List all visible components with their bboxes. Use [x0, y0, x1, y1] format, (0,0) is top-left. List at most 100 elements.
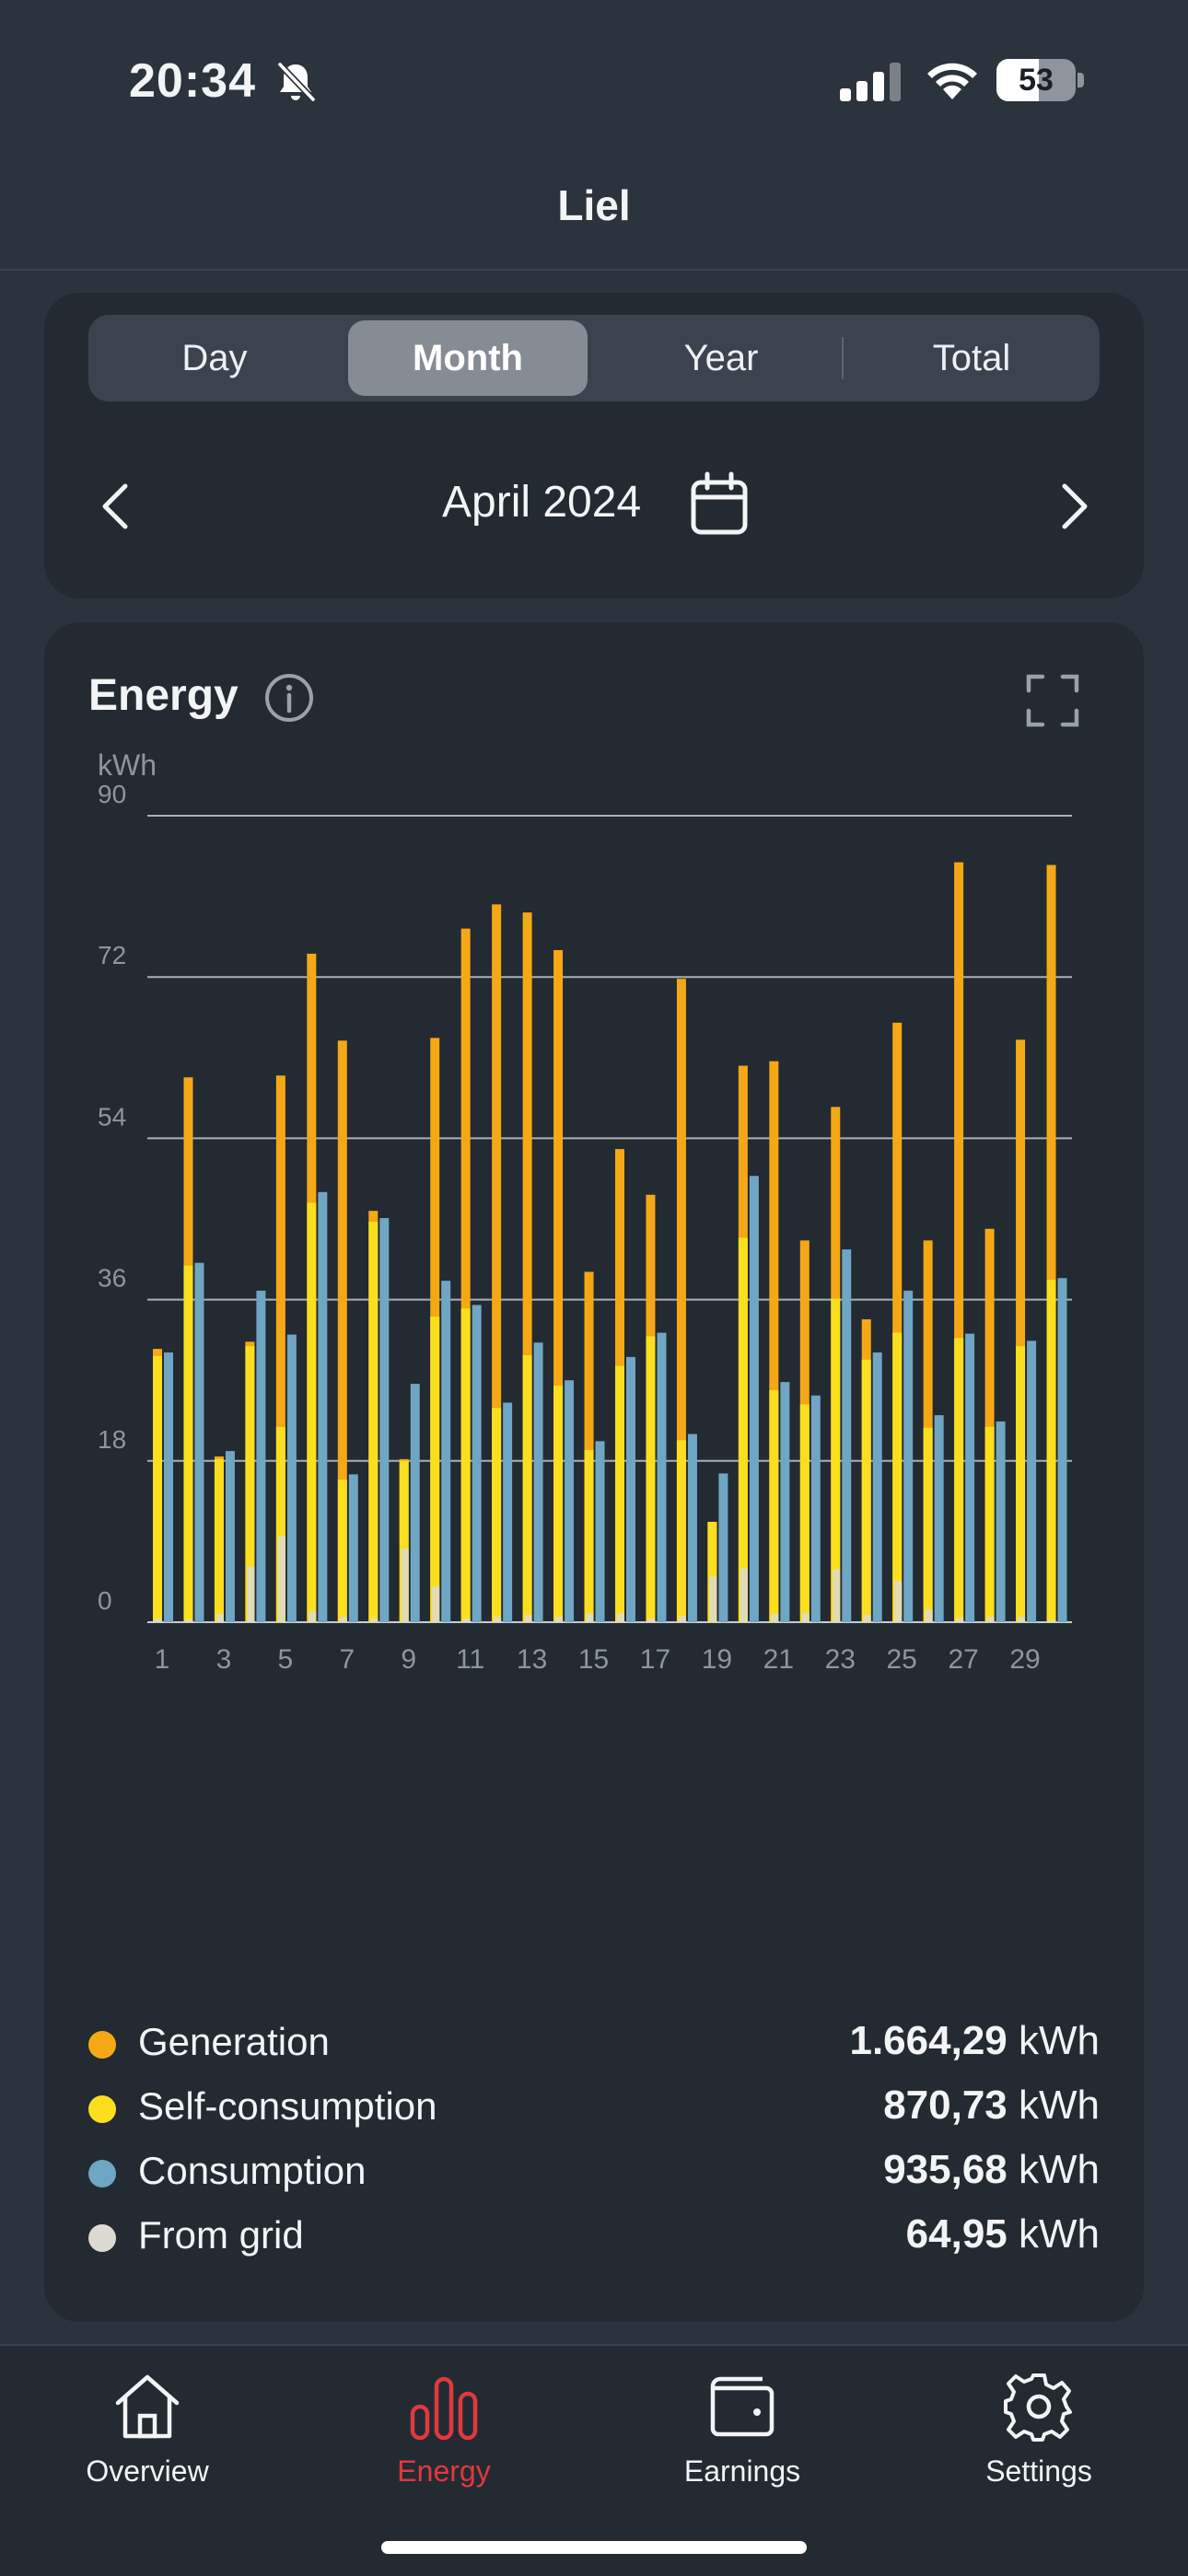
tab-year[interactable]: Year: [683, 338, 759, 378]
home-indicator: [381, 2541, 807, 2554]
consumption-bar: [164, 1352, 173, 1622]
tab-bar: Overview Energy Earnings Settings: [0, 2344, 1188, 2576]
x-tick-label: 3: [216, 1644, 232, 1675]
tab-label: Energy: [397, 2454, 491, 2488]
generation-bar: [984, 1228, 995, 1622]
gear-icon: [1004, 2373, 1072, 2442]
y-tick-label: 54: [98, 1102, 126, 1131]
x-tick-label: 11: [456, 1644, 484, 1675]
y-axis-label: kWh: [98, 748, 157, 782]
tab-total[interactable]: Total: [932, 338, 1011, 378]
from-grid-bar: [771, 1614, 779, 1622]
legend-item-consumption: Consumption 935,68 kWh: [88, 2141, 1100, 2206]
legend-item-generation: Generation 1.664,29 kWh: [88, 2013, 1100, 2077]
from-grid-bar: [277, 1536, 285, 1622]
from-grid-bar: [1018, 1617, 1026, 1622]
x-tick-label: 15: [578, 1644, 609, 1675]
x-tick-label: 7: [339, 1644, 355, 1675]
chevron-right-icon[interactable]: [1044, 479, 1100, 534]
expand-icon[interactable]: [1026, 674, 1079, 727]
consumption-bar: [780, 1382, 790, 1622]
generation-bar: [522, 912, 532, 1622]
self-consumption-bar: [984, 1426, 995, 1622]
x-tick-label: 27: [948, 1644, 978, 1675]
self-consumption-bar: [615, 1365, 624, 1622]
self-consumption-bar: [584, 1450, 594, 1622]
y-tick-label: 90: [98, 780, 126, 808]
generation-bar: [769, 1061, 779, 1622]
bar-chart-icon: [410, 2376, 478, 2441]
from-grid-bar: [647, 1619, 656, 1622]
energy-card: Energy kWh 0 18 36 54 72 90 1 3 5 7 9 11 13 15 17 19 21 23…: [44, 622, 1144, 2322]
generation-bar: [584, 1271, 594, 1622]
energy-title: Energy: [88, 671, 239, 720]
self-consumption-bar: [430, 1317, 440, 1622]
from-grid-bar: [185, 1619, 193, 1622]
self-consumption-bar: [368, 1221, 379, 1622]
from-grid-bar: [956, 1618, 964, 1622]
x-tick-label: 5: [278, 1644, 294, 1675]
y-tick-label: 72: [98, 941, 126, 969]
from-grid-bar: [894, 1581, 903, 1622]
chevron-left-icon[interactable]: [90, 479, 146, 534]
consumption-bar: [810, 1395, 821, 1622]
self-consumption-bar: [646, 1336, 656, 1622]
x-tick-label: 21: [763, 1644, 794, 1675]
tab-settings[interactable]: Settings: [919, 2370, 1159, 2508]
x-tick-label: 29: [1009, 1644, 1040, 1675]
status-bar: 20:34 53: [0, 0, 1188, 161]
self-consumption-bar: [553, 1386, 564, 1622]
generation-bar: [892, 1022, 903, 1622]
consumption-bar: [687, 1433, 697, 1622]
x-tick-label: 1: [155, 1644, 170, 1675]
generation-bar: [275, 1075, 285, 1622]
self-consumption-bar: [214, 1458, 224, 1622]
self-consumption-bar: [892, 1332, 903, 1622]
from-grid-bar: [309, 1611, 317, 1622]
x-tick-label: 23: [825, 1644, 856, 1675]
from-grid-bar: [155, 1619, 162, 1622]
tab-energy[interactable]: Energy: [324, 2370, 564, 2508]
legend-value: 1.664,29 kWh: [849, 2018, 1100, 2063]
self-consumption-bar: [769, 1389, 779, 1622]
generation-bar: [954, 862, 964, 1622]
consumption-bar: [194, 1262, 204, 1622]
info-icon[interactable]: [263, 672, 315, 724]
from-grid-bar: [740, 1568, 748, 1622]
self-consumption-bar: [676, 1440, 686, 1622]
tab-overview[interactable]: Overview: [28, 2370, 267, 2508]
y-tick-label: 18: [98, 1425, 126, 1454]
battery-icon: 53: [996, 59, 1085, 101]
legend-label: From grid: [138, 2213, 304, 2257]
tab-month[interactable]: Month: [348, 320, 588, 396]
consumption-bar: [903, 1290, 914, 1622]
consumption-bar: [842, 1249, 852, 1622]
period-segmented-control: Day Month Year Total: [88, 315, 1100, 401]
header-divider: [0, 269, 1188, 271]
consumption-bar: [533, 1342, 543, 1622]
consumption-bar: [348, 1474, 358, 1622]
self-consumption-bar: [861, 1359, 871, 1622]
calendar-icon[interactable]: [689, 471, 750, 536]
wallet-icon: [710, 2376, 775, 2437]
self-consumption-bar: [738, 1237, 748, 1622]
from-grid-bar: [215, 1614, 224, 1622]
from-grid-bar: [586, 1613, 594, 1622]
from-grid-bar: [555, 1617, 564, 1622]
consumption-bar: [286, 1334, 297, 1622]
from-grid-bar: [524, 1615, 532, 1622]
consumption-bar: [410, 1384, 420, 1622]
legend-value: 935,68 kWh: [883, 2147, 1100, 2192]
from-grid-bar: [494, 1617, 502, 1622]
period-card: Day Month Year Total April 2024: [44, 293, 1144, 598]
consumption-bar: [626, 1356, 635, 1622]
legend-item-from-grid: From grid 64,95 kWh: [88, 2206, 1100, 2270]
tab-earnings[interactable]: Earnings: [623, 2370, 862, 2508]
tab-day[interactable]: Day: [181, 338, 248, 378]
tab-label: Settings: [985, 2454, 1092, 2488]
date-label[interactable]: April 2024: [442, 478, 642, 527]
home-icon: [115, 2374, 180, 2439]
page-title: Liel: [557, 181, 631, 229]
self-consumption-bar: [183, 1265, 193, 1622]
